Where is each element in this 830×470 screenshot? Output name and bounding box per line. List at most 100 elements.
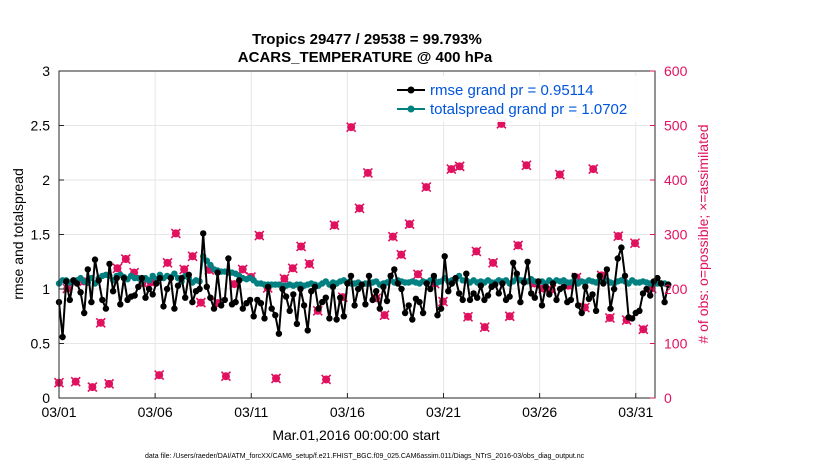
rmse-point <box>380 283 387 290</box>
rmse-point <box>542 283 549 290</box>
rmse-point <box>239 305 246 312</box>
rmse-point <box>495 290 502 297</box>
rmse-point <box>351 302 358 309</box>
y2-tick-label: 0 <box>664 390 672 406</box>
obs-possible-point <box>379 310 390 321</box>
rmse-point <box>603 266 611 273</box>
rmse-point <box>326 315 333 322</box>
rmse-point <box>189 298 196 306</box>
rmse-point <box>210 305 218 312</box>
rmse-point <box>340 313 347 320</box>
rmse-point <box>636 307 643 314</box>
rmse-point <box>474 294 481 301</box>
rmse-point <box>477 282 484 289</box>
x-tick-label: 03/31 <box>618 404 653 420</box>
legend-box <box>395 76 649 122</box>
obs-possible-point <box>362 167 373 178</box>
rmse-point <box>419 309 427 317</box>
rmse-point <box>665 281 672 288</box>
rmse-point <box>607 305 614 312</box>
rmse-point <box>528 290 535 297</box>
rmse-point <box>459 296 466 304</box>
rmse-point <box>373 288 380 295</box>
y2-tick-label: 400 <box>664 172 688 188</box>
footnote: data file: /Users/raeder/DAI/ATM_forcXX/… <box>145 453 585 460</box>
rmse-point <box>232 298 239 306</box>
rmse-point <box>156 274 164 282</box>
rmse-point <box>484 292 492 299</box>
rmse-point <box>109 288 117 295</box>
rmse-point <box>319 298 326 306</box>
y2-tick-label: 300 <box>664 227 688 243</box>
rmse-point <box>261 315 268 322</box>
y-tick-label: 1 <box>42 281 50 297</box>
rmse-point <box>102 305 110 312</box>
obs-possible-point <box>304 258 315 269</box>
rmse-point <box>517 298 524 306</box>
x-tick-label: 03/26 <box>522 404 557 420</box>
rmse-point <box>654 274 661 282</box>
rmse-point <box>365 272 373 280</box>
rmse-point <box>171 305 178 312</box>
rmse-point <box>185 271 192 278</box>
rmse-point <box>455 290 463 297</box>
rmse-point <box>304 327 311 334</box>
obs-possible-point <box>195 297 206 308</box>
legend: rmse grand pr = 0.95114 totalspread gran… <box>395 76 649 122</box>
y2-tick-label: 500 <box>664 118 688 134</box>
rmse-point <box>574 302 582 309</box>
rmse-point <box>214 269 221 276</box>
rmse-point <box>246 296 254 304</box>
y-axis-label: rmse and totalspread <box>10 168 26 300</box>
rmse-point <box>441 253 448 260</box>
rmse-point <box>225 255 232 262</box>
rmse-point <box>163 285 171 293</box>
rmse-point <box>218 302 225 309</box>
rmse-point <box>160 303 167 310</box>
rmse-point <box>492 281 499 288</box>
rmse-point <box>355 285 362 293</box>
obs-possible-point <box>70 376 81 387</box>
rmse-point <box>481 296 488 304</box>
rmse-point <box>84 266 92 273</box>
rmse-point <box>520 279 528 286</box>
obs-possible-point <box>462 311 474 322</box>
rmse-point <box>643 285 650 293</box>
y-tick-label: 0.5 <box>31 336 51 352</box>
obs-possible-point <box>104 378 115 389</box>
rmse-point <box>174 282 182 289</box>
legend-rmse-marker <box>407 86 415 94</box>
rmse-point <box>394 280 402 287</box>
rmse-point <box>145 285 153 293</box>
rmse-point <box>99 296 106 304</box>
rmse-point <box>369 296 376 304</box>
rmse-point <box>268 305 275 312</box>
rmse-point <box>117 301 124 308</box>
rmse-point <box>387 272 394 280</box>
obs-possible-point <box>162 257 173 268</box>
rmse-point <box>286 307 293 314</box>
rmse-point <box>153 280 160 287</box>
obs-possible-point <box>279 273 290 284</box>
rmse-point <box>524 258 531 265</box>
rmse-point <box>203 283 210 290</box>
rmse-point <box>600 280 607 287</box>
rmse-point <box>513 270 520 277</box>
rmse-point <box>423 280 430 287</box>
rmse-point <box>531 294 538 301</box>
rmse-point <box>437 305 445 312</box>
rmse-point <box>358 281 365 288</box>
rmse-point <box>329 283 337 290</box>
obs-possible-point <box>629 238 641 249</box>
rmse-point <box>120 274 128 282</box>
rmse-point <box>470 290 477 297</box>
rmse-point <box>383 297 391 305</box>
rmse-point <box>333 316 340 323</box>
x-axis-ticks: 03/01 03/06 03/11 03/16 03/21 03/26 03/31 <box>41 393 653 420</box>
rmse-point <box>300 302 308 309</box>
rmse-point <box>629 315 636 322</box>
rmse-point <box>308 288 315 295</box>
obs-possible-point <box>421 182 432 193</box>
rmse-point <box>647 292 654 299</box>
